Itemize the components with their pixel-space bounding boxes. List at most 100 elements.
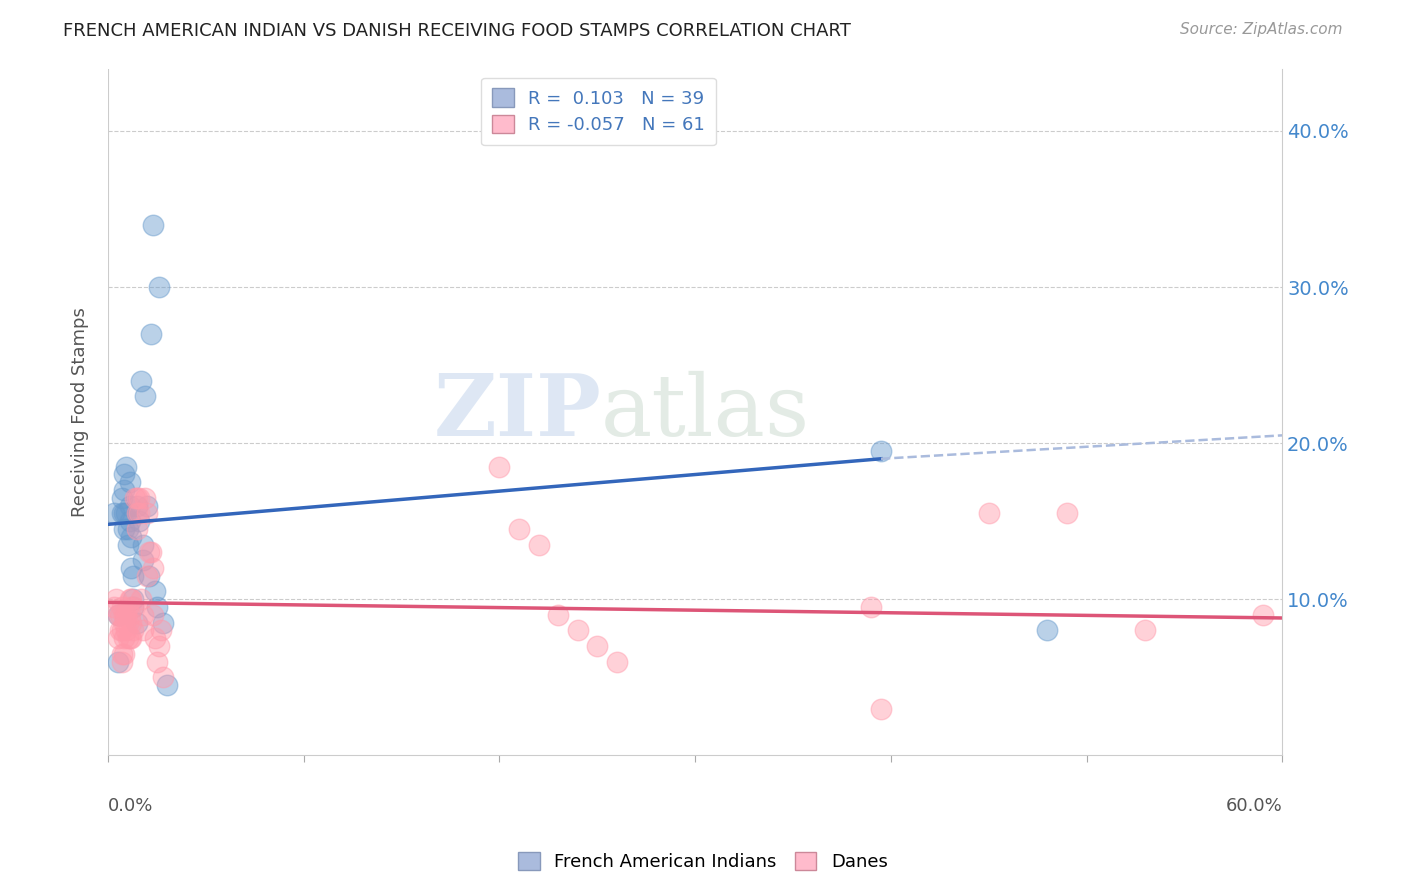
Point xyxy=(146,655,169,669)
Point xyxy=(112,632,135,646)
Point xyxy=(111,655,134,669)
Point xyxy=(128,507,150,521)
Point xyxy=(132,538,155,552)
Point xyxy=(132,607,155,622)
Point xyxy=(121,592,143,607)
Text: FRENCH AMERICAN INDIAN VS DANISH RECEIVING FOOD STAMPS CORRELATION CHART: FRENCH AMERICAN INDIAN VS DANISH RECEIVI… xyxy=(63,22,851,40)
Point xyxy=(112,507,135,521)
Text: ZIP: ZIP xyxy=(433,370,602,454)
Point xyxy=(118,632,141,646)
Point xyxy=(118,607,141,622)
Point xyxy=(114,607,136,622)
Point xyxy=(142,561,165,575)
Point xyxy=(112,607,135,622)
Text: 0.0%: 0.0% xyxy=(108,797,153,814)
Point xyxy=(117,538,139,552)
Point xyxy=(129,374,152,388)
Point xyxy=(149,624,172,638)
Point xyxy=(103,507,125,521)
Point xyxy=(117,522,139,536)
Point xyxy=(136,507,159,521)
Point xyxy=(132,553,155,567)
Point xyxy=(870,444,893,458)
Point xyxy=(112,467,135,482)
Point xyxy=(122,624,145,638)
Point xyxy=(112,647,135,661)
Point xyxy=(860,600,883,615)
Point xyxy=(112,483,135,497)
Point xyxy=(127,499,149,513)
Point xyxy=(156,678,179,692)
Point xyxy=(547,607,569,622)
Text: atlas: atlas xyxy=(602,370,810,453)
Point xyxy=(138,569,160,583)
Point xyxy=(127,522,149,536)
Point xyxy=(107,655,129,669)
Point xyxy=(1036,624,1059,638)
Point xyxy=(104,592,127,607)
Point xyxy=(152,615,174,630)
Point xyxy=(1135,624,1157,638)
Point xyxy=(122,600,145,615)
Point xyxy=(127,615,149,630)
Point xyxy=(118,475,141,490)
Point xyxy=(138,545,160,559)
Point xyxy=(107,607,129,622)
Point xyxy=(112,522,135,536)
Point xyxy=(870,701,893,715)
Point xyxy=(508,522,530,536)
Point xyxy=(122,600,145,615)
Point xyxy=(117,615,139,630)
Point xyxy=(121,561,143,575)
Point xyxy=(122,592,145,607)
Point xyxy=(127,491,149,505)
Legend: French American Indians, Danes: French American Indians, Danes xyxy=(510,845,896,879)
Point xyxy=(111,647,134,661)
Y-axis label: Receiving Food Stamps: Receiving Food Stamps xyxy=(72,307,89,516)
Point xyxy=(117,600,139,615)
Point xyxy=(108,607,131,622)
Point xyxy=(134,389,156,403)
Point xyxy=(606,655,628,669)
Point xyxy=(117,632,139,646)
Point xyxy=(146,600,169,615)
Point xyxy=(112,615,135,630)
Point xyxy=(114,507,136,521)
Point xyxy=(139,326,162,341)
Point xyxy=(107,607,129,622)
Point xyxy=(1056,507,1078,521)
Point xyxy=(136,569,159,583)
Point xyxy=(143,584,166,599)
Point xyxy=(132,624,155,638)
Point xyxy=(118,514,141,528)
Point xyxy=(127,507,149,521)
Point xyxy=(111,491,134,505)
Point xyxy=(152,670,174,684)
Point xyxy=(121,632,143,646)
Point xyxy=(148,280,170,294)
Point xyxy=(107,632,129,646)
Point xyxy=(128,491,150,505)
Point xyxy=(1251,607,1274,622)
Legend: R =  0.103   N = 39, R = -0.057   N = 61: R = 0.103 N = 39, R = -0.057 N = 61 xyxy=(481,78,716,145)
Point xyxy=(103,600,125,615)
Point xyxy=(148,639,170,653)
Point xyxy=(111,600,134,615)
Point xyxy=(142,607,165,622)
Point xyxy=(111,507,134,521)
Text: 60.0%: 60.0% xyxy=(1226,797,1282,814)
Point xyxy=(488,459,510,474)
Point xyxy=(118,499,141,513)
Point xyxy=(121,530,143,544)
Point xyxy=(111,624,134,638)
Text: Source: ZipAtlas.com: Source: ZipAtlas.com xyxy=(1180,22,1343,37)
Point xyxy=(122,569,145,583)
Point xyxy=(136,499,159,513)
Point xyxy=(586,639,609,653)
Point xyxy=(527,538,550,552)
Point xyxy=(118,592,141,607)
Point xyxy=(124,491,146,505)
Point xyxy=(142,218,165,232)
Point xyxy=(114,459,136,474)
Point xyxy=(128,514,150,528)
